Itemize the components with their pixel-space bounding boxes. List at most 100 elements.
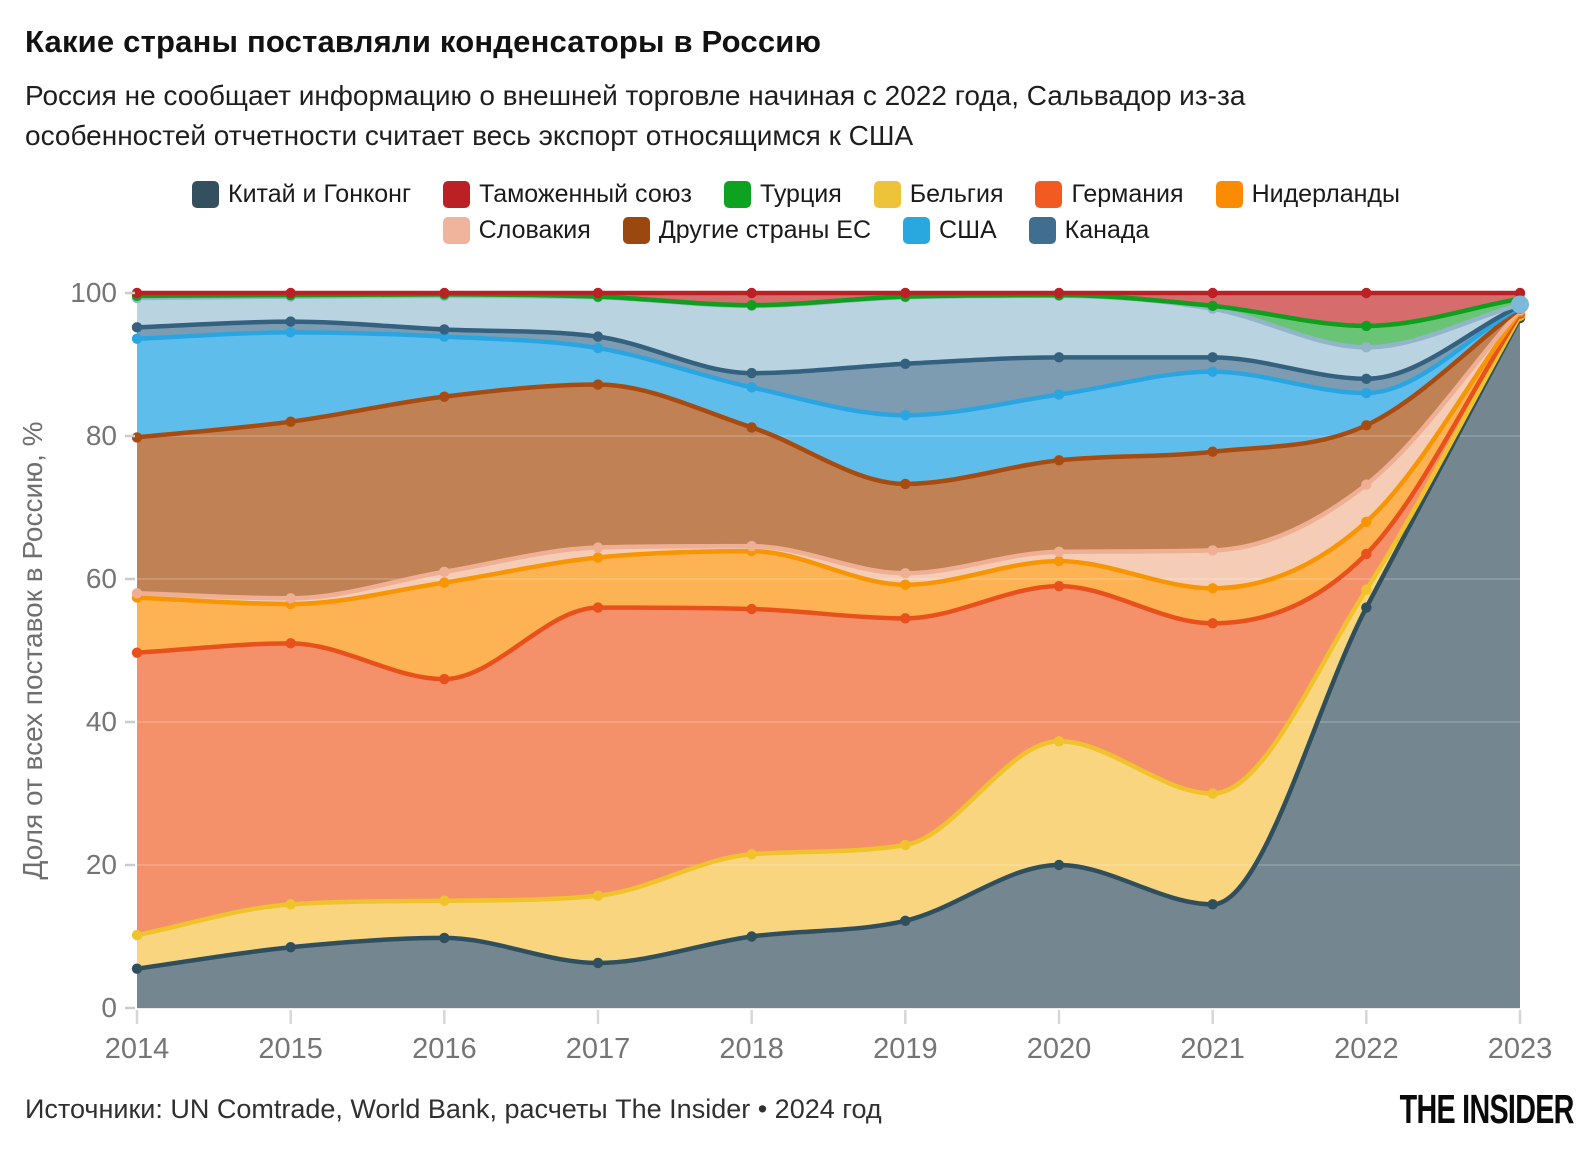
area-band-сша bbox=[137, 307, 1520, 484]
data-point bbox=[592, 342, 604, 354]
area-band-unlabeled bbox=[137, 295, 1520, 379]
data-point bbox=[1207, 583, 1218, 594]
data-point bbox=[1361, 387, 1372, 399]
data-point bbox=[746, 931, 757, 942]
data-point bbox=[1207, 899, 1218, 910]
series-line-германия bbox=[134, 311, 1523, 682]
data-point bbox=[1207, 366, 1218, 377]
legend-item: Словакия bbox=[442, 216, 591, 245]
legend-item: Таможенный союз bbox=[443, 180, 692, 209]
data-point bbox=[131, 963, 143, 974]
y-tick-label: 60 bbox=[86, 563, 117, 594]
area-band-канада bbox=[137, 305, 1520, 416]
data-point bbox=[900, 568, 911, 579]
data-point bbox=[1053, 352, 1065, 363]
data-point bbox=[746, 367, 757, 379]
legend-item: Бельгия bbox=[873, 180, 1004, 209]
data-point bbox=[131, 287, 143, 299]
data-point bbox=[746, 540, 757, 552]
data-point bbox=[592, 957, 604, 969]
legend-label: Канада bbox=[1064, 216, 1150, 244]
x-tick-label: 2017 bbox=[566, 1033, 631, 1065]
data-point bbox=[439, 391, 450, 402]
legend-swatch-icon bbox=[723, 181, 751, 208]
data-point bbox=[900, 613, 911, 624]
series-line-бельгия bbox=[134, 313, 1523, 938]
data-point bbox=[1361, 548, 1372, 560]
data-point bbox=[439, 331, 450, 342]
data-point bbox=[746, 603, 757, 615]
data-point bbox=[1053, 546, 1065, 558]
data-point bbox=[131, 588, 143, 599]
legend-item: США bbox=[903, 216, 997, 245]
legend-item: Канада bbox=[1028, 216, 1150, 245]
x-tick-label: 2015 bbox=[258, 1033, 323, 1065]
data-point bbox=[1053, 455, 1065, 466]
legend-label: Германия bbox=[1071, 180, 1184, 208]
x-tick-label: 2019 bbox=[873, 1033, 938, 1065]
data-point bbox=[285, 287, 296, 299]
legend-swatch-icon bbox=[1215, 181, 1243, 208]
legend-swatch-icon bbox=[873, 181, 901, 208]
data-point bbox=[1361, 602, 1372, 613]
data-point bbox=[1361, 420, 1372, 431]
data-point bbox=[439, 577, 450, 588]
x-tick-label: 2022 bbox=[1334, 1033, 1399, 1065]
source-note: Источники: UN Comtrade, World Bank, расч… bbox=[25, 1094, 882, 1124]
the-insider-logo: THE INSIDER bbox=[1399, 1086, 1575, 1132]
subtitle-line-1: Россия не сообщает информацию о внешней … bbox=[25, 80, 1246, 111]
legend-label: Словакия bbox=[478, 216, 591, 244]
data-point bbox=[1207, 446, 1218, 457]
data-point bbox=[285, 942, 296, 953]
data-point bbox=[1207, 352, 1218, 363]
data-point bbox=[1361, 320, 1372, 332]
data-point bbox=[746, 299, 757, 311]
data-point bbox=[900, 915, 911, 926]
y-tick-label: 100 bbox=[70, 277, 117, 308]
area-band-бельгия bbox=[137, 315, 1520, 969]
data-point bbox=[1361, 479, 1372, 490]
data-point bbox=[439, 287, 450, 299]
y-tick-label: 0 bbox=[101, 992, 117, 1023]
data-point bbox=[1207, 788, 1218, 799]
data-point bbox=[592, 287, 604, 299]
data-point bbox=[1053, 859, 1065, 871]
y-axis-title: Доля от всех поставок в Россию, % bbox=[17, 421, 48, 879]
legend-label: Бельгия bbox=[909, 180, 1004, 208]
series-line-словакия bbox=[134, 307, 1523, 601]
data-point bbox=[1361, 342, 1372, 353]
legend-label: Китай и Гонконг bbox=[228, 180, 412, 208]
legend-label: Турция bbox=[759, 180, 842, 208]
legend-label: Нидерланды bbox=[1251, 180, 1400, 208]
x-tick-label: 2016 bbox=[412, 1033, 477, 1065]
data-point bbox=[1053, 287, 1065, 299]
legend-item: Турция bbox=[723, 180, 842, 209]
data-point bbox=[746, 287, 757, 299]
area-band-другие-страны-ес bbox=[137, 308, 1520, 599]
x-tick-label: 2014 bbox=[105, 1033, 170, 1065]
legend-row-1: Китай и Гонконг Таможенный союз Турция Бель… bbox=[192, 180, 1400, 209]
data-point bbox=[1361, 516, 1372, 527]
data-point bbox=[592, 379, 604, 390]
data-point bbox=[900, 579, 911, 590]
area-band-германия bbox=[137, 313, 1520, 936]
data-point bbox=[1053, 580, 1065, 592]
legend-swatch-icon bbox=[622, 217, 650, 244]
data-point bbox=[1207, 300, 1218, 312]
page-title: Какие страны поставляли конденсаторы в Р… bbox=[25, 24, 822, 59]
data-point bbox=[1207, 287, 1218, 299]
data-point bbox=[439, 895, 450, 906]
legend-swatch-icon bbox=[443, 181, 471, 208]
data-point bbox=[900, 358, 911, 369]
data-point bbox=[1053, 555, 1065, 567]
data-point bbox=[900, 287, 911, 299]
data-point bbox=[900, 410, 911, 421]
data-point bbox=[1361, 584, 1372, 595]
legend-item: Китай и Гонконг bbox=[192, 180, 411, 209]
data-point bbox=[131, 322, 143, 333]
x-tick-label: 2018 bbox=[719, 1033, 784, 1065]
legend-row-2: Словакия Другие страны ЕС США Канада bbox=[442, 216, 1150, 245]
series-line-другие-страны-ес bbox=[134, 306, 1523, 487]
